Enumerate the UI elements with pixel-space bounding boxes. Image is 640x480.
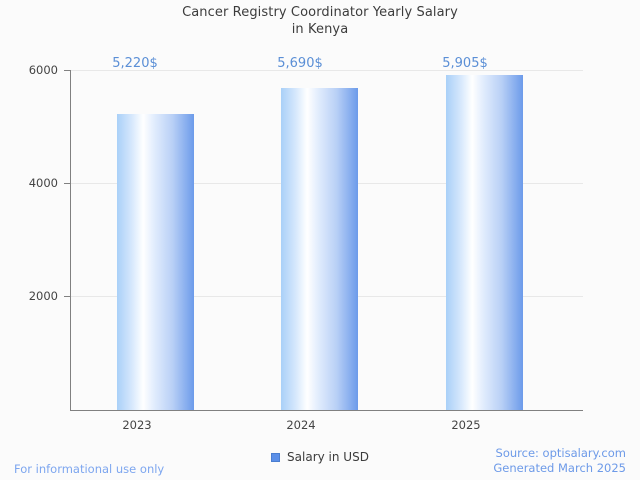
y-tick-mark-2000 <box>64 296 70 297</box>
y-axis-line <box>70 70 71 411</box>
chart-title-line-2: in Kenya <box>291 22 349 37</box>
legend: Salary in USD <box>0 450 640 464</box>
footer-source: Source: optisalary.com Generated March 2… <box>493 446 626 476</box>
y-tick-mark-6000 <box>64 70 70 71</box>
x-tick-label-2025: 2025 <box>451 418 481 432</box>
x-tick-label-2023: 2023 <box>122 418 152 432</box>
bar-value-label-2024: 5,690$ <box>277 56 323 71</box>
y-tick-label-4000: 4000 <box>28 176 58 190</box>
bar-2023[interactable] <box>117 114 194 410</box>
chart-title-line-1: Cancer Registry Coordinator Yearly Salar… <box>182 5 458 20</box>
footer-source-site: Source: optisalary.com <box>495 446 626 460</box>
bar-value-label-2025: 5,905$ <box>442 56 488 71</box>
chart-title: Cancer Registry Coordinator Yearly Salar… <box>0 4 640 38</box>
legend-label-salary-in-usd[interactable]: Salary in USD <box>287 450 369 464</box>
x-axis-line <box>70 410 583 411</box>
x-tick-label-2024: 2024 <box>286 418 316 432</box>
footer-disclaimer: For informational use only <box>14 462 165 476</box>
gridline-6000 <box>71 70 583 71</box>
y-tick-label-2000: 2000 <box>28 289 58 303</box>
y-tick-label-6000: 6000 <box>28 63 58 77</box>
footer-generated-date: Generated March 2025 <box>493 461 626 475</box>
plot-area <box>71 70 583 410</box>
bar-2024[interactable] <box>281 88 358 410</box>
bar-value-label-2023: 5,220$ <box>112 56 158 71</box>
y-tick-mark-4000 <box>64 183 70 184</box>
bar-2025[interactable] <box>446 75 523 410</box>
legend-swatch-salary-in-usd[interactable] <box>271 452 281 462</box>
